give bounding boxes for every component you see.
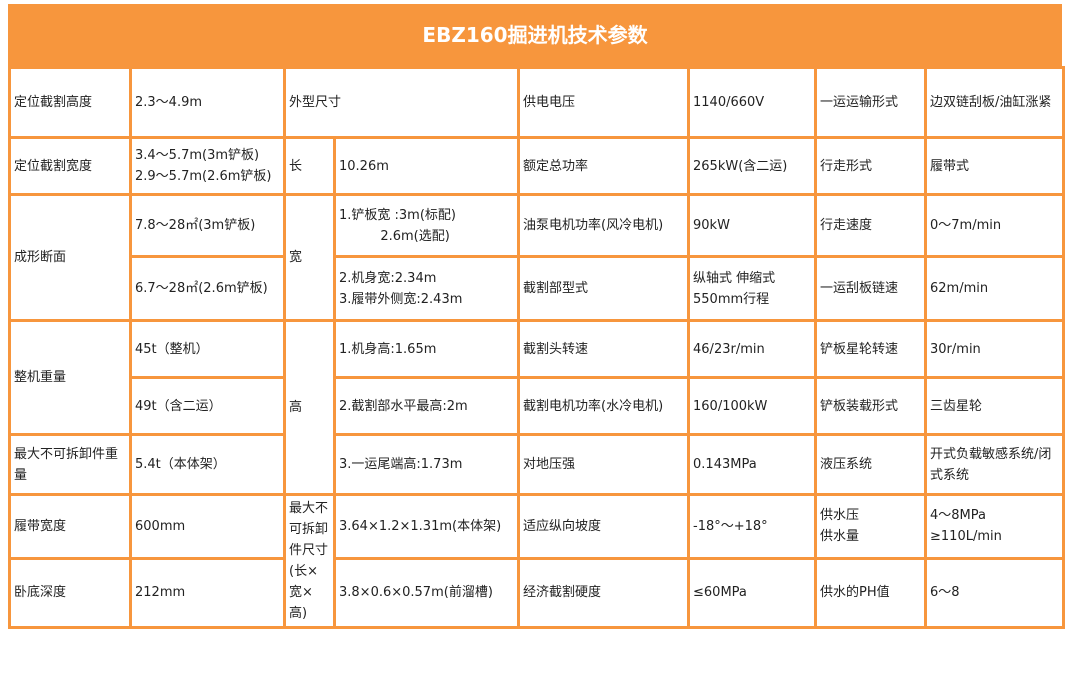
param-value: 1.铲板宽 :3m(标配) 2.6m(选配)	[332, 193, 521, 258]
param-label: 供水的PH值	[814, 556, 928, 630]
table-row: 履带宽度 600mm 最大不可拆卸件尺寸(长×宽×高) 3.64×1.2×1.3…	[8, 493, 1066, 629]
param-label: 供电电压	[517, 66, 691, 139]
param-label: 宽	[283, 193, 336, 322]
param-value: 265kW(含二运)	[687, 136, 818, 196]
param-label: 行走形式	[814, 136, 928, 196]
table-row: 整机重量 45t（整机） 高 1.机身高:1.65m 截割头转速 46/23r/…	[8, 319, 1066, 496]
param-label: 最大不可拆卸件尺寸(长×宽×高)	[283, 493, 336, 629]
param-label: 履带宽度	[8, 493, 132, 560]
param-value: 履带式	[924, 136, 1066, 196]
param-value: 边双链刮板/油缸涨紧	[924, 66, 1066, 139]
table-row: 定位截割宽度 3.4～5.7m(3m铲板) 2.9～5.7m(2.6m铲板) 长…	[8, 136, 1066, 196]
param-label: 铲板装载形式	[814, 376, 928, 436]
table-title: EBZ160掘进机技术参数	[422, 23, 648, 47]
param-value: 5.4t（本体架）	[129, 433, 286, 496]
param-value: 纵轴式 伸缩式 550mm行程	[687, 255, 818, 322]
param-label: 长	[283, 136, 336, 196]
param-value: 1140/660V	[687, 66, 818, 139]
table-row: 6.7～28㎡(2.6m铲板) 2.机身宽:2.34m 3.履带外侧宽:2.43…	[10, 255, 1066, 322]
param-value: 3.一运尾端高:1.73m	[332, 433, 521, 496]
param-value: ≤60MPa	[687, 556, 818, 630]
param-label: 额定总功率	[517, 136, 691, 196]
param-value: 三齿星轮	[924, 376, 1066, 436]
param-value: 45t（整机）	[129, 319, 286, 379]
table-row: 49t（含二运） 2.截割部水平最高:2m 截割电机功率(水冷电机) 160/1…	[10, 376, 1066, 436]
param-value: 0.143MPa	[687, 433, 818, 496]
param-label: 截割电机功率(水冷电机)	[517, 376, 691, 436]
param-value: 0～7m/min	[924, 193, 1066, 258]
param-label: 整机重量	[8, 319, 132, 436]
param-value: 2.3～4.9m	[129, 66, 286, 139]
param-label: 经济截割硬度	[517, 556, 691, 630]
table-row: 成形断面 7.8～28㎡(3m铲板) 宽 1.铲板宽 :3m(标配) 2.6m(…	[8, 193, 1066, 322]
param-value: 90kW	[687, 193, 818, 258]
param-label: 一运刮板链速	[814, 255, 928, 322]
param-value: 62m/min	[924, 255, 1066, 322]
param-value: 1.机身高:1.65m	[332, 319, 521, 379]
param-value: 4～8MPa ≥110L/min	[924, 493, 1066, 560]
param-label: 截割部型式	[517, 255, 691, 322]
param-label: 定位截割宽度	[8, 136, 132, 196]
param-label: 液压系统	[814, 433, 928, 496]
param-label: 截割头转速	[517, 319, 691, 379]
param-label: 定位截割高度	[8, 66, 132, 139]
param-label: 对地压强	[517, 433, 691, 496]
param-value: 6.7～28㎡(2.6m铲板)	[129, 255, 286, 322]
param-value: 46/23r/min	[687, 319, 818, 379]
table-row: 定位截割高度 2.3～4.9m 外型尺寸 供电电压 1140/660V 一运运输…	[8, 66, 1066, 139]
param-value: 600mm	[129, 493, 286, 560]
param-value: 212mm	[129, 556, 286, 630]
param-value: 3.4～5.7m(3m铲板) 2.9～5.7m(2.6m铲板)	[129, 136, 286, 196]
param-value: 49t（含二运）	[129, 376, 286, 436]
spec-table-container: EBZ160掘进机技术参数 定位截割高度 2.3～4.9m 外型尺寸 供电电压 …	[8, 4, 1066, 630]
param-label: 适应纵向坡度	[517, 493, 691, 560]
param-value: 160/100kW	[687, 376, 818, 436]
param-label: 卧底深度	[8, 556, 132, 630]
param-label: 供水压 供水量	[814, 493, 928, 560]
spec-table: 定位截割高度 2.3～4.9m 外型尺寸 供电电压 1140/660V 一运运输…	[8, 66, 1066, 630]
param-value: 3.64×1.2×1.31m(本体架)	[332, 493, 521, 560]
param-value: 3.8×0.6×0.57m(前溜槽)	[332, 556, 521, 630]
param-value: -18°～+18°	[687, 493, 818, 560]
param-value: 2.截割部水平最高:2m	[332, 376, 521, 436]
param-label: 油泵电机功率(风冷电机)	[517, 193, 691, 258]
param-label: 最大不可拆卸件重量	[8, 433, 132, 496]
param-value: 7.8～28㎡(3m铲板)	[129, 193, 286, 258]
param-label: 行走速度	[814, 193, 928, 258]
param-label: 一运运输形式	[814, 66, 928, 139]
table-row: 最大不可拆卸件重量 5.4t（本体架） 3.一运尾端高:1.73m 对地压强 0…	[8, 433, 1066, 496]
param-label: 成形断面	[8, 193, 132, 322]
param-label: 外型尺寸	[282, 66, 521, 139]
param-label: 铲板星轮转速	[814, 319, 928, 379]
param-value: 开式负载敏感系统/闭式系统	[924, 433, 1066, 496]
param-label: 高	[283, 319, 336, 496]
table-row: 卧底深度 212mm 3.8×0.6×0.57m(前溜槽) 经济截割硬度 ≤60…	[8, 556, 1066, 630]
param-value: 30r/min	[924, 319, 1066, 379]
param-value: 6～8	[924, 556, 1066, 630]
param-value: 2.机身宽:2.34m 3.履带外侧宽:2.43m	[332, 255, 521, 322]
param-value: 10.26m	[332, 136, 521, 196]
